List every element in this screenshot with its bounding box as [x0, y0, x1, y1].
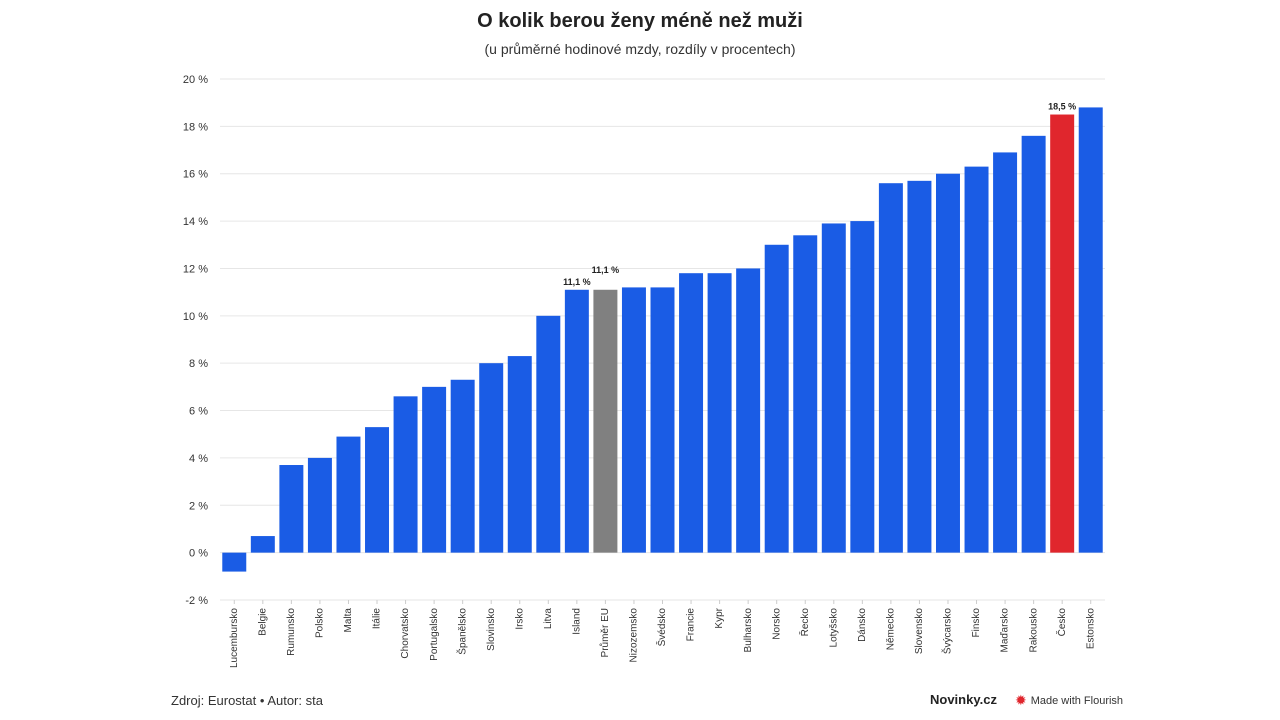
y-tick-label: 0 %	[189, 548, 208, 560]
x-tick-label: Island	[571, 608, 582, 635]
y-tick-label: 14 %	[183, 216, 208, 228]
flourish-label: Made with Flourish	[1030, 694, 1124, 707]
x-tick-label: Itálie	[372, 608, 383, 630]
x-tick-label: Řecko	[798, 608, 811, 637]
x-tick-label: Lotyšsko	[828, 608, 839, 648]
bar	[393, 396, 418, 553]
bar	[422, 386, 447, 553]
y-tick-label: 2 %	[189, 500, 208, 512]
bar	[821, 223, 846, 553]
data-label: 18,5 %	[1048, 102, 1076, 112]
y-tick-label: 12 %	[183, 263, 208, 275]
x-tick-label: Kypr	[714, 607, 725, 628]
data-label: 11,1 %	[563, 277, 591, 287]
y-tick-label: 18 %	[183, 121, 208, 133]
bar	[878, 183, 903, 553]
source-note: Zdroj: Eurostat • Autor: sta	[171, 693, 323, 708]
flourish-credit[interactable]: ✹ Made with Flourish	[1015, 692, 1123, 709]
bar	[964, 166, 989, 553]
flourish-logo-icon: ✹	[1015, 692, 1027, 708]
x-tick-label: Bulharsko	[743, 608, 754, 653]
bar	[250, 536, 275, 553]
data-label: 11,1 %	[592, 265, 620, 275]
x-tick-label: Norsko	[771, 608, 782, 640]
x-tick-label: Portugalsko	[429, 608, 440, 661]
bar	[222, 552, 247, 572]
bar	[850, 221, 875, 553]
y-tick-label: 4 %	[189, 453, 208, 465]
y-tick-label: 6 %	[189, 406, 208, 418]
x-tick-label: Irsko	[514, 608, 525, 630]
bar	[365, 427, 390, 553]
bar	[564, 289, 589, 553]
y-tick-label: 20 %	[183, 74, 208, 86]
x-tick-label: Dánsko	[857, 608, 868, 642]
bar	[450, 379, 475, 553]
x-tick-label: Polsko	[315, 608, 326, 638]
bar	[907, 180, 932, 553]
x-tick-label: Malta	[343, 608, 354, 633]
bar	[279, 465, 304, 553]
y-tick-label: 16 %	[183, 169, 208, 181]
bar	[507, 356, 532, 553]
chart-subtitle: (u průměrné hodinové mzdy, rozdíly v pro…	[484, 41, 796, 57]
bar	[336, 436, 361, 553]
bar	[764, 244, 789, 553]
y-tick-label: 8 %	[189, 358, 208, 370]
x-tick-label: Slovensko	[914, 608, 925, 655]
x-tick-label: Česko	[1055, 608, 1068, 637]
y-tick-label: -2 %	[185, 595, 208, 607]
x-tick-label: Belgie	[257, 608, 268, 636]
bar	[1078, 107, 1103, 553]
chart-title: O kolik berou ženy méně než muži	[477, 10, 803, 32]
brand-logo[interactable]: Novinky.cz	[930, 692, 997, 707]
bar	[993, 152, 1018, 553]
bar	[479, 363, 504, 553]
bar	[1021, 135, 1046, 553]
y-tick-label: 10 %	[183, 311, 208, 323]
x-tick-label: Nizozemsko	[629, 608, 640, 663]
x-tick-label: Litva	[543, 608, 554, 630]
bar	[593, 289, 618, 553]
x-tick-label: Francie	[686, 608, 697, 642]
bar	[1050, 114, 1075, 553]
x-tick-label: Finsko	[971, 608, 982, 638]
x-tick-label: Rakousko	[1028, 608, 1039, 653]
bar	[307, 457, 332, 553]
x-tick-label: Estonsko	[1085, 608, 1096, 650]
x-tick-label: Španělsko	[455, 608, 468, 655]
bar	[679, 273, 704, 553]
x-tick-label: Švýcarsko	[941, 608, 954, 655]
x-tick-label: Německo	[886, 608, 897, 651]
bar	[707, 273, 732, 553]
x-tick-label: Průměr EU	[599, 608, 611, 657]
x-tick-label: Rumunsko	[286, 608, 297, 656]
x-tick-label: Slovinsko	[486, 608, 497, 651]
x-tick-label: Lucembursko	[229, 608, 240, 668]
bar	[650, 287, 675, 553]
x-tick-label: Švédsko	[655, 608, 668, 647]
x-tick-label: Chorvatsko	[400, 608, 411, 659]
bar	[536, 315, 561, 553]
bar	[935, 173, 960, 553]
x-tick-label: Maďarsko	[1000, 608, 1011, 653]
bar	[736, 268, 761, 553]
bar	[793, 235, 818, 553]
bar	[621, 287, 646, 553]
